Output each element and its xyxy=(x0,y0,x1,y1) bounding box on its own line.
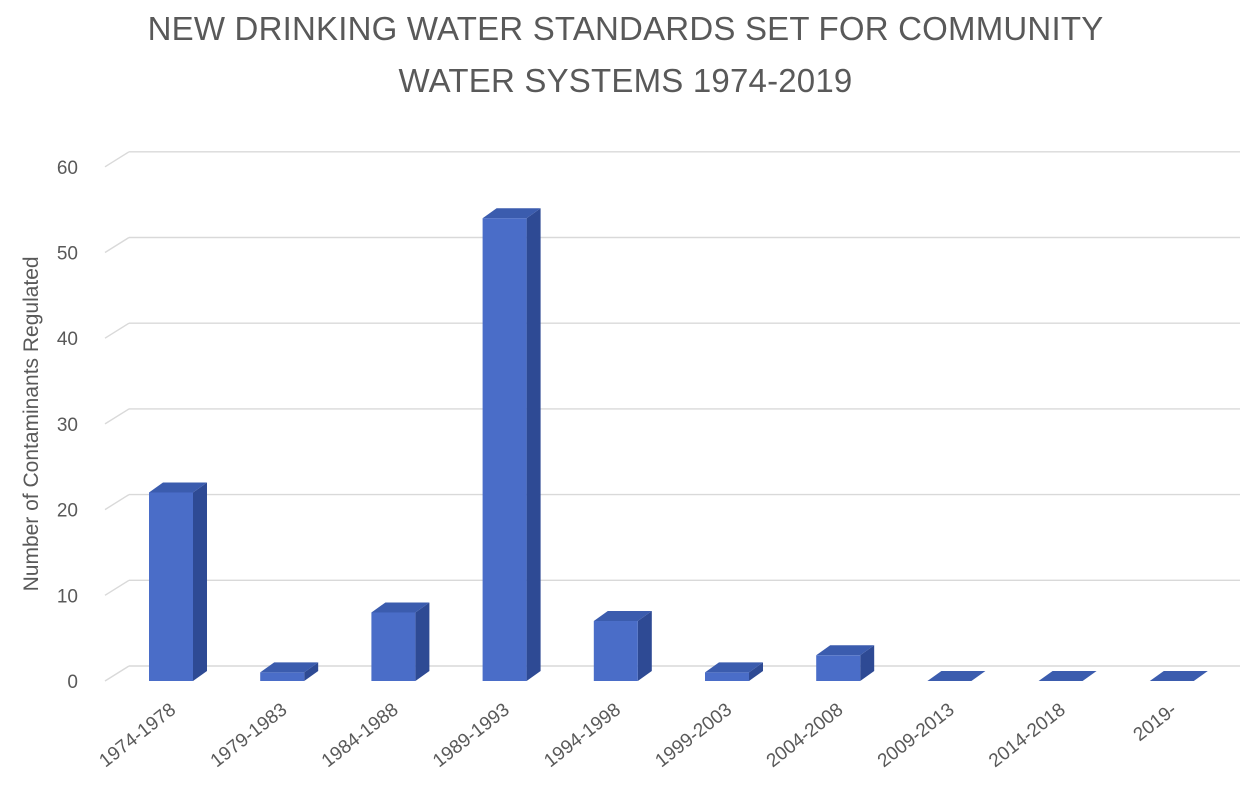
y-tick-label-0: 0 xyxy=(67,672,78,693)
bar-top-6 xyxy=(816,645,875,656)
bar-side-2 xyxy=(415,602,430,681)
bar-side-5 xyxy=(749,662,763,681)
bar-top-2 xyxy=(371,602,430,613)
y-tick-label-1: 10 xyxy=(57,586,78,607)
chart-title-line-2: WATER SYSTEMS 1974-2019 xyxy=(398,62,853,99)
x-tick-label-6: 2004-2008 xyxy=(763,699,848,771)
bar-top-3 xyxy=(482,208,541,219)
bar-top-8 xyxy=(1038,671,1097,681)
bar-0 xyxy=(149,492,193,681)
x-tick-label-3: 1989-1993 xyxy=(429,699,514,771)
x-tick-label-2: 1984-1988 xyxy=(318,699,403,771)
x-tick-label-0: 1974-1978 xyxy=(96,699,181,771)
gridline-floor-5 xyxy=(104,236,130,254)
bar-side-6 xyxy=(860,645,875,681)
x-tick-label-8: 2014-2018 xyxy=(985,699,1070,771)
bar-1 xyxy=(260,672,305,681)
bar-2 xyxy=(371,612,416,681)
x-tick-label-4: 1994-1998 xyxy=(540,699,625,771)
bar-4 xyxy=(593,621,638,681)
gridline-floor-2 xyxy=(104,494,130,511)
y-tick-label-3: 30 xyxy=(57,415,78,436)
x-tick-label-9: 2019- xyxy=(1130,699,1181,745)
x-tick-label-1: 1979-1983 xyxy=(207,699,292,771)
bar-side-4 xyxy=(637,611,652,681)
bar-side-1 xyxy=(304,662,319,681)
gridline-floor-3 xyxy=(104,408,130,425)
chart-title-line-1: NEW DRINKING WATER STANDARDS SET FOR COM… xyxy=(147,10,1104,47)
bar-top-5 xyxy=(705,662,763,673)
y-tick-label-5: 50 xyxy=(57,244,78,265)
bar-3 xyxy=(482,218,527,681)
bar-top-0 xyxy=(149,482,207,493)
y-tick-label-6: 60 xyxy=(57,158,78,179)
x-tick-label-5: 1999-2003 xyxy=(652,699,737,771)
bar-side-0 xyxy=(193,482,207,681)
bar-5 xyxy=(705,672,749,681)
bar-6 xyxy=(816,655,861,681)
gridline-floor-4 xyxy=(104,322,130,339)
bar-top-1 xyxy=(260,662,319,673)
y-axis-label: Number of Contaminants Regulated xyxy=(20,256,43,591)
bar-top-7 xyxy=(927,671,986,681)
bar-top-4 xyxy=(593,611,652,622)
x-tick-label-7: 2009-2013 xyxy=(874,699,959,771)
y-tick-label-4: 40 xyxy=(57,329,78,350)
y-tick-label-2: 20 xyxy=(57,501,78,522)
bar-top-9 xyxy=(1149,671,1208,681)
bar-side-3 xyxy=(526,208,541,681)
gridline-floor-1 xyxy=(104,579,130,596)
gridline-floor-6 xyxy=(104,151,130,168)
gridline-floor-0 xyxy=(104,665,130,682)
